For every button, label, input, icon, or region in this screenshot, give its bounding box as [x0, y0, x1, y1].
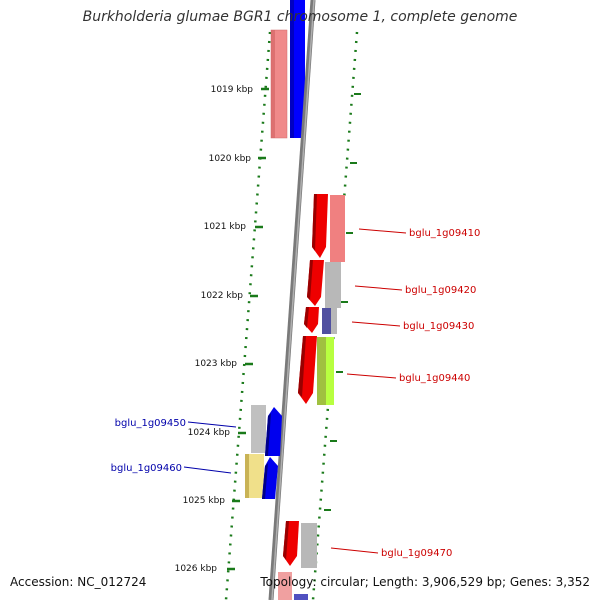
feature-top-pink-shade — [271, 30, 275, 138]
scale-label-1021: 1021 kbp — [204, 222, 247, 232]
gene-feature-09430-purple[interactable] — [322, 308, 331, 334]
scale-label-1024: 1024 kbp — [188, 428, 231, 438]
genome-backbone — [268, 0, 316, 600]
scale-label-1019: 1019 kbp — [211, 85, 254, 95]
gene-feature-09450-grey[interactable] — [251, 405, 266, 453]
gene-feature-09410-shade — [312, 194, 317, 251]
gene-feature-09420-grey[interactable] — [325, 262, 341, 308]
gene-feature-09460-yellow-shade — [245, 454, 249, 498]
leader-09450 — [187, 421, 237, 428]
gene-label-09420[interactable]: bglu_1g09420 — [405, 285, 476, 296]
gene-feature-09470-grey[interactable] — [301, 523, 317, 568]
leader-09470 — [330, 547, 379, 554]
gene-feature-09410-pink[interactable] — [330, 195, 345, 262]
outer-ring-marks — [324, 93, 361, 511]
inner-dotted-ring — [224, 31, 272, 600]
gene-label-09440[interactable]: bglu_1g09440 — [399, 373, 470, 384]
leader-09420 — [354, 285, 403, 291]
gene-label-09450[interactable]: bglu_1g09450 — [115, 418, 186, 429]
leader-09460 — [183, 466, 232, 474]
gene-label-09470[interactable]: bglu_1g09470 — [381, 548, 452, 559]
gene-label-09410[interactable]: bglu_1g09410 — [409, 228, 480, 239]
scale-label-1025: 1025 kbp — [183, 496, 226, 506]
gene-feature-09430-grey[interactable] — [331, 308, 337, 334]
feature-top-blue-shade — [290, 0, 294, 138]
feature-bottom-blue[interactable] — [294, 594, 308, 600]
gene-label-09430[interactable]: bglu_1g09430 — [403, 321, 474, 332]
accession-text: Accession: NC_012724 — [10, 575, 147, 589]
map-title: Burkholderia glumae BGR1 chromosome 1, c… — [82, 9, 518, 25]
scale-tick-marks — [227, 87, 269, 571]
gene-feature-09460-yellow[interactable] — [245, 454, 264, 498]
scale-label-1022: 1022 kbp — [201, 291, 244, 301]
gene-feature-09470-shade — [283, 521, 289, 560]
leader-09410 — [358, 228, 407, 234]
genome-summary-text: Topology: circular; Length: 3,906,529 bp… — [260, 575, 590, 589]
gene-feature-09440-shade — [298, 336, 306, 397]
gene-feature-09450-shade — [265, 413, 271, 456]
gene-feature-09440-olive[interactable] — [317, 337, 326, 405]
leader-09430 — [351, 321, 401, 327]
scale-label-1023: 1023 kbp — [195, 359, 238, 369]
gene-feature-09460-shade — [262, 463, 268, 499]
gene-feature-09440-lime[interactable] — [326, 337, 334, 405]
genome-backbone-highlight — [271, 0, 315, 600]
gene-label-09460[interactable]: bglu_1g09460 — [111, 463, 182, 474]
gene-feature-09420-shade — [307, 260, 313, 300]
scale-label-1020: 1020 kbp — [209, 154, 252, 164]
feature-bottom-pink[interactable] — [278, 572, 292, 600]
gene-feature-09430-shade — [304, 307, 309, 328]
leader-09440 — [346, 373, 397, 379]
scale-label-1026: 1026 kbp — [175, 564, 218, 574]
